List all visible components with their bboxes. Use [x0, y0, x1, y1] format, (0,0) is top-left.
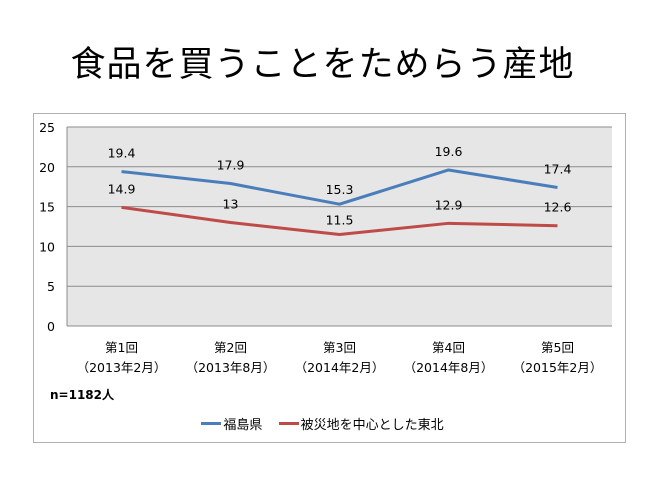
y-tick-label: 20: [39, 160, 55, 175]
data-label: 12.9: [435, 197, 463, 212]
data-label: 12.6: [544, 200, 572, 215]
x-tick-label: 第1回: [105, 340, 138, 355]
legend-label: 福島県: [223, 418, 263, 433]
series-line-1: [121, 168, 558, 206]
x-tick-label: 第3回: [323, 340, 356, 355]
x-tick-label: 第5回: [541, 340, 574, 355]
x-tick-sublabel: （2014年8月）: [404, 360, 494, 375]
legend: 福島県 被災地を中心とした東北: [0, 414, 645, 433]
data-label: 17.9: [217, 158, 245, 173]
data-label: 19.6: [435, 144, 463, 159]
page-title: 食品を買うことをためらう産地: [70, 45, 575, 85]
y-tick-label: 25: [39, 120, 55, 135]
x-tick-sublabel: （2013年8月）: [186, 360, 276, 375]
x-tick-sublabel: （2014年2月）: [295, 360, 385, 375]
data-label: 15.3: [326, 182, 354, 197]
plot-area: [67, 127, 612, 326]
y-tick-label: 10: [39, 239, 55, 254]
data-label: 19.4: [108, 146, 136, 161]
chart-frame: [33, 113, 626, 443]
y-tick-label: 0: [47, 319, 55, 334]
data-label: 11.5: [326, 212, 354, 227]
y-tick-label: 5: [47, 279, 55, 294]
x-tick-label: 第4回: [432, 340, 465, 355]
y-tick-label: 15: [39, 200, 55, 215]
legend-item-fukushima: 福島県: [201, 414, 262, 433]
data-label: 13: [223, 197, 239, 212]
x-tick-sublabel: （2013年2月）: [77, 360, 167, 375]
sample-size-note: n=1182人: [50, 388, 114, 402]
legend-item-tohoku: 被災地を中心とした東北: [278, 414, 444, 433]
legend-swatch: [278, 422, 299, 425]
data-label: 17.4: [544, 161, 572, 176]
series-line-2: [121, 205, 558, 236]
data-label: 14.9: [108, 181, 136, 196]
x-tick-label: 第2回: [214, 340, 247, 355]
legend-label: 被災地を中心とした東北: [300, 418, 444, 433]
legend-swatch: [201, 422, 222, 425]
x-tick-sublabel: （2015年2月）: [513, 360, 603, 375]
